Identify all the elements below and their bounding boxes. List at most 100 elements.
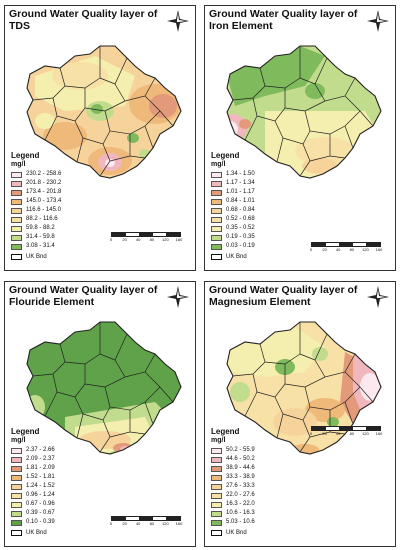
scale-tick-label: 20 [322,247,327,252]
scale-tick-label: 80 [349,431,355,436]
legend-item: 16.3 - 22.0 [211,500,255,509]
legend-label: 145.0 - 173.4 [26,198,62,204]
legend-label: 33.3 - 38.9 [226,474,255,480]
legend-label: 0.84 - 1.01 [226,198,255,204]
legend-item: 10.6 - 16.3 [211,509,255,518]
scale-tick-label: 20 [122,521,127,526]
scale-tick-label: 160 [375,431,383,436]
legend-item: 0.68 - 0.84 [211,206,255,215]
legend-item: 22.0 - 27.6 [211,491,255,500]
legend-unit: mg/l [11,161,26,168]
magnesium-map [226,321,382,455]
legend-swatch [11,483,22,490]
scale-tick-label: 120 [162,521,169,526]
legend-item: 230.2 - 258.6 [11,170,61,179]
boundary-label: UK Bnd [226,253,247,260]
boundary-swatch [11,530,22,536]
legend-label: 1.24 - 1.52 [26,483,55,489]
map-title: Ground Water Quality layer of Flouride E… [9,284,159,308]
legend-label: 1.81 - 2.09 [26,465,55,471]
legend-label: 0.19 - 0.35 [226,234,255,240]
boundary-label: UK Bnd [226,529,247,536]
legend-swatch [11,501,22,508]
legend-label: 0.03 - 0.19 [226,243,255,249]
scale-bar-segment [125,233,140,236]
map-title-line2: Flouride Element [9,296,95,308]
boundary-swatch [11,254,22,260]
legend-label: 0.10 - 0.39 [26,519,55,525]
legend-label: 16.3 - 22.0 [226,501,255,507]
scale-bar-ticks: 0 20 40 80 120 160 [310,247,387,255]
scale-bar-segment [366,427,380,430]
map-title-line1: Ground Water Quality layer of [9,8,158,20]
legend-swatch [211,456,222,463]
scale-bar-segment [325,427,340,430]
legend-label: 1.01 - 1.17 [226,189,255,195]
legend-item: 201.8 - 230.2 [11,179,61,188]
scale-bar: 0 20 40 80 120 160 [310,240,387,258]
scale-bar-segment [325,243,340,246]
scale-bar-segments [111,516,181,521]
boundary-swatch [211,254,222,260]
legend-label: 2.09 - 2.37 [26,456,55,462]
legend-swatch [11,207,22,214]
legend-swatch [211,492,222,499]
legend-swatch [11,198,22,205]
legend-label: 0.39 - 0.67 [26,510,55,516]
legend-swatch [11,510,22,517]
legend-label: 31.4 - 59.8 [26,234,55,240]
legend-item: 1.01 - 1.17 [211,188,255,197]
scale-bar-segment [152,517,167,520]
legend-swatch [11,216,22,223]
legend-label: 3.08 - 31.4 [26,243,55,249]
map-title-line2: Magnesium Element [209,296,311,308]
north-arrow-icon [367,286,389,308]
scale-bar-ticks: 0 20 40 80 120 160 [110,521,187,529]
legend-title: Legend [11,151,40,160]
scale-bar-segment [352,427,367,430]
scale-tick-label: 40 [135,521,141,526]
scale-bar-segment [339,243,353,246]
iron-map [226,45,382,179]
scale-tick-label: 80 [149,237,155,242]
legend-swatch [211,216,222,223]
map-panel-magnesium: Ground Water Quality layer of Magnesium … [204,281,396,547]
legend: Legend mg/l 1.34 - 1.50 1.17 - 1.34 1.01 - 1… [211,151,255,262]
legend-label: 0.68 - 0.84 [226,207,255,213]
legend-swatch [11,234,22,241]
legend-swatch [11,225,22,232]
legend-label: 50.2 - 55.9 [226,447,255,453]
scale-bar-segment [112,517,126,520]
legend-label: 10.6 - 16.3 [226,510,255,516]
legend-label: 38.9 - 44.6 [226,465,255,471]
scale-bar-segment [152,233,167,236]
map-panel-tds: Ground Water Quality layer of TDS Legend… [4,5,196,271]
legend-title: Legend [211,151,240,160]
legend-title: Legend [211,427,240,436]
legend-item: 88.2 - 116.6 [11,215,61,224]
scale-bar: 0 20 40 80 120 160 [110,514,187,532]
legend-swatch [11,189,22,196]
legend-swatch [211,483,222,490]
scale-bar-segment [112,233,126,236]
boundary-label: UK Bnd [26,253,47,260]
legend-item: 27.6 - 33.3 [211,482,255,491]
legend-swatch [11,180,22,187]
legend-swatch [211,474,222,481]
legend-label: 0.96 - 1.24 [26,492,55,498]
scale-tick-label: 20 [122,237,127,242]
legend-unit: mg/l [11,437,26,444]
legend-item: 3.08 - 31.4 [11,242,61,251]
legend-label: 201.8 - 230.2 [26,180,62,186]
scale-bar-segments [111,232,181,237]
scale-tick-label: 80 [349,247,355,252]
map-panel-iron: Ground Water Quality layer of Iron Eleme… [204,5,396,271]
legend-label: 0.52 - 0.68 [226,216,255,222]
legend-boundary-item: UK Bnd [211,528,255,538]
legend-item: 0.39 - 0.67 [11,509,55,518]
scale-bar-segment [166,233,180,236]
scale-tick-label: 80 [149,521,155,526]
legend-item: 0.03 - 0.19 [211,242,255,251]
legend-swatch [11,474,22,481]
legend-label: 1.17 - 1.34 [226,180,255,186]
